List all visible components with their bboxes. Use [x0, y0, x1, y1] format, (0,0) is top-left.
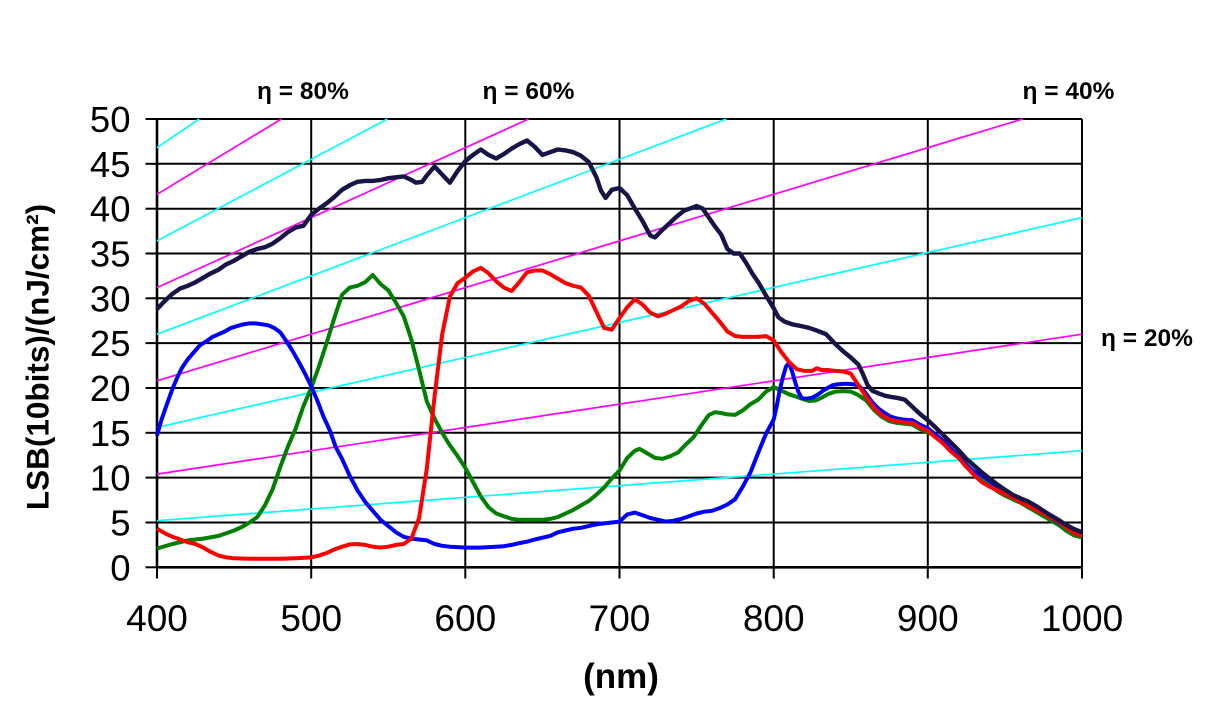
svg-text:1000: 1000 — [1041, 598, 1123, 639]
svg-text:η = 40%: η = 40% — [1023, 78, 1115, 105]
svg-text:η = 20%: η = 20% — [1101, 325, 1193, 352]
svg-text:50: 50 — [90, 99, 131, 140]
svg-text:900: 900 — [897, 598, 959, 639]
svg-text:25: 25 — [90, 323, 131, 364]
svg-text:LSB(10bits)/(nJ/cm²): LSB(10bits)/(nJ/cm²) — [20, 204, 56, 510]
svg-text:600: 600 — [434, 598, 496, 639]
svg-text:40: 40 — [90, 189, 131, 230]
svg-text:5: 5 — [110, 503, 130, 544]
svg-text:(nm): (nm) — [583, 657, 659, 696]
svg-text:15: 15 — [90, 413, 131, 454]
svg-text:400: 400 — [126, 598, 188, 639]
svg-text:35: 35 — [90, 234, 131, 275]
svg-text:45: 45 — [90, 144, 131, 185]
svg-text:η = 60%: η = 60% — [483, 78, 575, 105]
svg-text:30: 30 — [90, 278, 131, 319]
svg-text:0: 0 — [110, 547, 130, 588]
svg-text:800: 800 — [743, 598, 805, 639]
svg-text:10: 10 — [90, 458, 131, 499]
svg-text:700: 700 — [589, 598, 651, 639]
svg-text:η = 80%: η = 80% — [257, 78, 349, 105]
svg-text:20: 20 — [90, 368, 131, 409]
svg-text:500: 500 — [280, 598, 342, 639]
